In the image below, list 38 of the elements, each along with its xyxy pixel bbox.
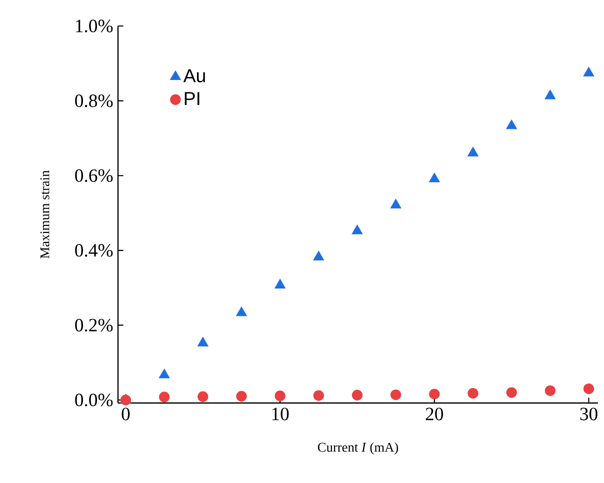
point xyxy=(236,390,247,402)
point xyxy=(352,390,363,400)
point xyxy=(158,368,170,378)
point xyxy=(468,388,478,399)
legend-label: Au xyxy=(183,69,205,82)
point xyxy=(506,387,517,398)
point xyxy=(506,120,518,130)
point xyxy=(197,336,208,346)
y-tick-label: 0.6% xyxy=(75,169,113,182)
point xyxy=(583,66,594,76)
point xyxy=(544,90,556,100)
point xyxy=(236,306,247,316)
legend-label: PI xyxy=(184,92,200,105)
point xyxy=(274,278,286,288)
point xyxy=(390,198,402,208)
x-tick-label: 0 xyxy=(122,408,130,420)
x-axis-title: Current I (mA) xyxy=(318,442,398,454)
x-tick-label: 30 xyxy=(580,408,598,420)
point xyxy=(428,172,440,182)
point xyxy=(313,250,324,260)
point xyxy=(429,388,440,400)
y-tick-label: 1.0% xyxy=(76,20,113,32)
point xyxy=(313,390,324,401)
y-tick-label: 0.4% xyxy=(75,244,113,257)
x-tick-label: 10 xyxy=(272,408,289,420)
y-tick-label: 0.8% xyxy=(75,94,113,108)
point xyxy=(544,385,556,396)
point xyxy=(198,391,208,402)
point xyxy=(468,146,478,156)
point xyxy=(352,224,363,234)
point xyxy=(583,383,594,394)
point xyxy=(158,392,170,402)
y-axis-title: Maximum strain xyxy=(40,170,50,258)
point xyxy=(274,390,286,402)
x-tick-label: 20 xyxy=(426,408,444,420)
y-tick-label: 0.0% xyxy=(75,394,113,406)
y-tick-label: 0.2% xyxy=(75,318,113,332)
point xyxy=(390,389,402,400)
